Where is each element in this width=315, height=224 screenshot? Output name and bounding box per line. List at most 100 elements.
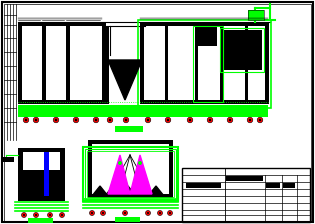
Circle shape (93, 117, 99, 123)
Circle shape (89, 211, 94, 215)
Bar (18, 108, 268, 110)
Polygon shape (135, 186, 151, 196)
Circle shape (125, 119, 127, 121)
Bar (248, 10, 264, 20)
Circle shape (227, 117, 233, 123)
Bar (102, 22, 106, 104)
Circle shape (158, 211, 163, 215)
Polygon shape (105, 186, 121, 196)
Circle shape (61, 214, 63, 216)
Circle shape (60, 213, 65, 218)
Bar (66, 26, 70, 104)
Circle shape (257, 117, 263, 123)
Bar (220, 28, 264, 72)
Circle shape (23, 117, 29, 123)
Bar (18, 148, 65, 152)
Bar (88, 194, 173, 198)
Bar (265, 22, 269, 104)
Circle shape (102, 212, 104, 214)
Bar (283, 183, 295, 188)
Bar (226, 176, 263, 181)
Bar (18, 100, 106, 104)
Bar (248, 10, 264, 20)
Bar (85, 149, 176, 199)
Circle shape (75, 119, 77, 121)
Circle shape (138, 161, 142, 165)
Circle shape (35, 214, 37, 216)
Bar (88, 140, 92, 198)
Circle shape (259, 119, 261, 121)
Polygon shape (108, 155, 130, 194)
Circle shape (91, 212, 93, 214)
Bar (18, 22, 106, 26)
Circle shape (33, 117, 39, 123)
Polygon shape (130, 155, 152, 194)
Circle shape (100, 211, 106, 215)
Bar (169, 140, 173, 198)
Circle shape (159, 212, 161, 214)
Bar (193, 26, 223, 102)
Circle shape (167, 119, 169, 121)
Circle shape (168, 211, 173, 215)
Circle shape (209, 119, 211, 121)
Bar (115, 126, 143, 132)
Bar (42, 26, 46, 104)
Bar (83, 147, 178, 201)
Circle shape (146, 211, 151, 215)
Circle shape (124, 212, 126, 214)
Circle shape (107, 117, 113, 123)
Bar (2, 157, 14, 162)
Bar (18, 196, 65, 201)
Circle shape (49, 214, 51, 216)
Circle shape (109, 119, 111, 121)
Circle shape (165, 117, 171, 123)
Bar (115, 217, 140, 222)
Bar (195, 26, 198, 104)
Bar (182, 168, 310, 222)
Bar (28, 218, 53, 223)
Circle shape (247, 117, 253, 123)
Bar (44, 152, 49, 196)
Circle shape (23, 214, 25, 216)
Circle shape (147, 119, 149, 121)
Circle shape (53, 117, 59, 123)
Bar (60, 148, 65, 200)
Bar (138, 20, 271, 108)
Polygon shape (92, 186, 108, 196)
Circle shape (118, 161, 122, 165)
Circle shape (35, 119, 37, 121)
Bar (87, 151, 174, 197)
Bar (18, 105, 268, 108)
Circle shape (187, 117, 193, 123)
Circle shape (229, 119, 231, 121)
Bar (18, 22, 22, 104)
Circle shape (25, 119, 27, 121)
Bar (23, 170, 60, 196)
Bar (140, 22, 144, 104)
Bar (88, 140, 173, 144)
Circle shape (73, 117, 79, 123)
Bar (105, 26, 109, 104)
Bar (245, 26, 248, 104)
Polygon shape (148, 186, 164, 196)
Circle shape (48, 213, 53, 218)
Bar (18, 148, 23, 200)
Bar (266, 183, 280, 188)
Circle shape (123, 117, 129, 123)
Circle shape (147, 212, 149, 214)
Circle shape (55, 119, 57, 121)
Bar (140, 100, 269, 104)
Circle shape (189, 119, 191, 121)
Bar (220, 26, 223, 104)
Circle shape (145, 117, 151, 123)
Bar (186, 183, 221, 188)
Circle shape (169, 212, 171, 214)
Bar (222, 30, 262, 70)
Bar (18, 114, 268, 116)
Bar (140, 22, 269, 26)
Bar (18, 111, 268, 114)
Polygon shape (120, 186, 136, 196)
Circle shape (207, 117, 213, 123)
Polygon shape (108, 60, 142, 100)
Circle shape (123, 211, 128, 215)
